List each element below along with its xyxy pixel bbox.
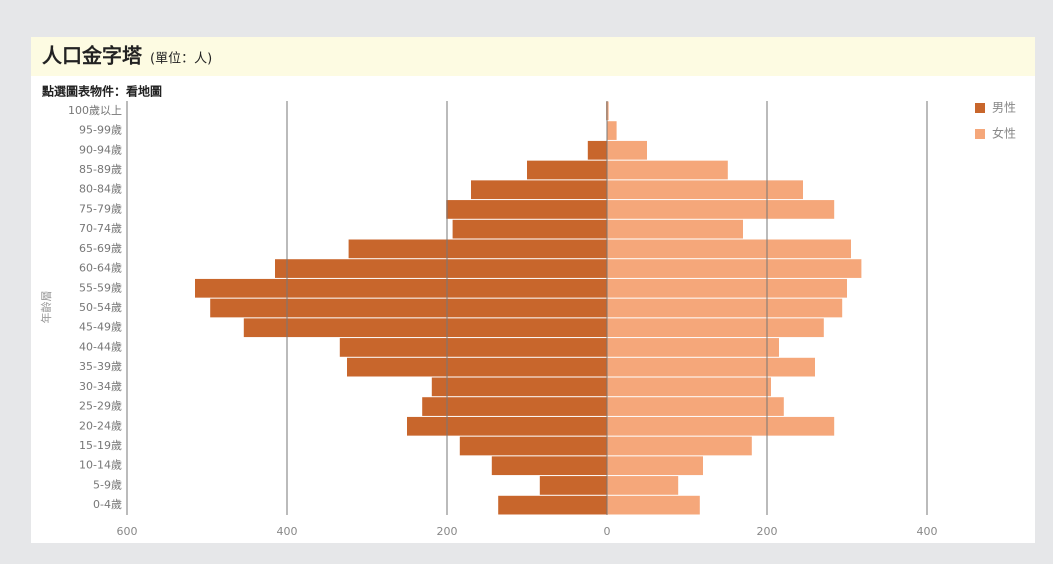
bar[interactable] bbox=[195, 278, 607, 298]
bar[interactable] bbox=[275, 259, 607, 278]
bar[interactable] bbox=[539, 476, 607, 495]
legend-label[interactable]: 男性 bbox=[992, 101, 1016, 115]
bar[interactable] bbox=[459, 436, 607, 456]
bar[interactable] bbox=[607, 200, 835, 219]
bar[interactable] bbox=[607, 338, 779, 357]
y-axis-label: 年齡層 bbox=[39, 291, 53, 324]
x-tick-label: 200 bbox=[757, 525, 778, 538]
y-tick-label: 0-4歲 bbox=[93, 497, 122, 511]
bar[interactable] bbox=[607, 219, 743, 239]
bar[interactable] bbox=[607, 397, 784, 416]
bar[interactable] bbox=[607, 318, 824, 338]
legend-swatch bbox=[975, 103, 985, 113]
y-tick-label: 55-59歲 bbox=[79, 280, 122, 294]
bar[interactable] bbox=[243, 318, 608, 338]
bar[interactable] bbox=[607, 495, 700, 515]
bar[interactable] bbox=[587, 140, 607, 160]
bar[interactable] bbox=[210, 298, 607, 318]
x-tick-label: 600 bbox=[117, 525, 138, 538]
y-tick-label: 50-54歲 bbox=[79, 300, 122, 314]
note: 點選圖表物件：看地圖 bbox=[42, 84, 162, 99]
bar[interactable] bbox=[607, 160, 728, 180]
bar[interactable] bbox=[607, 298, 843, 318]
chart-title: 人口金字塔 bbox=[42, 44, 143, 68]
bar[interactable] bbox=[607, 357, 815, 377]
y-tick-label: 75-79歲 bbox=[79, 201, 122, 215]
y-tick-label: 40-44歲 bbox=[79, 339, 122, 353]
y-tick-label: 10-14歲 bbox=[79, 458, 122, 472]
bar[interactable] bbox=[452, 219, 607, 239]
bar[interactable] bbox=[607, 121, 617, 140]
bar[interactable] bbox=[446, 200, 607, 219]
y-tick-label: 20-24歲 bbox=[79, 418, 122, 432]
bar[interactable] bbox=[607, 239, 851, 259]
bar[interactable] bbox=[607, 180, 803, 200]
bar[interactable] bbox=[347, 357, 607, 377]
bar[interactable] bbox=[407, 416, 607, 436]
bar[interactable] bbox=[607, 456, 703, 476]
y-tick-label: 90-94歲 bbox=[79, 142, 122, 156]
y-tick-label: 60-64歲 bbox=[79, 261, 122, 275]
bar[interactable] bbox=[431, 377, 607, 397]
legend-swatch bbox=[975, 129, 985, 139]
y-tick-label: 85-89歲 bbox=[79, 162, 122, 176]
bar[interactable] bbox=[607, 476, 679, 495]
bar[interactable] bbox=[348, 239, 607, 259]
bar[interactable] bbox=[607, 259, 862, 278]
y-tick-label: 35-39歲 bbox=[79, 359, 122, 373]
y-tick-label: 65-69歲 bbox=[79, 241, 122, 255]
bar[interactable] bbox=[607, 377, 771, 397]
bar[interactable] bbox=[498, 495, 607, 515]
legend-label[interactable]: 女性 bbox=[992, 126, 1016, 141]
x-tick-label: 200 bbox=[437, 525, 458, 538]
y-tick-label: 70-74歲 bbox=[79, 221, 122, 235]
bar[interactable] bbox=[339, 338, 607, 357]
y-tick-label: 95-99歲 bbox=[79, 123, 122, 137]
chart-unit: (單位：人) bbox=[150, 52, 212, 67]
y-tick-label: 80-84歲 bbox=[79, 182, 122, 196]
y-tick-label: 30-34歲 bbox=[79, 379, 122, 393]
x-tick-label: 0 bbox=[604, 525, 611, 538]
bar[interactable] bbox=[607, 436, 752, 456]
y-tick-label: 45-49歲 bbox=[79, 320, 122, 334]
bar[interactable] bbox=[607, 140, 647, 160]
x-tick-label: 400 bbox=[917, 525, 938, 538]
bar[interactable] bbox=[607, 101, 609, 121]
bar[interactable] bbox=[607, 278, 847, 298]
bar[interactable] bbox=[471, 180, 607, 200]
bar[interactable] bbox=[607, 416, 835, 436]
x-tick-label: 400 bbox=[277, 525, 298, 538]
y-tick-label: 100歲以上 bbox=[68, 103, 122, 117]
bar[interactable] bbox=[491, 456, 607, 476]
title-bar bbox=[31, 37, 1035, 76]
y-tick-label: 5-9歲 bbox=[93, 477, 122, 491]
y-tick-label: 15-19歲 bbox=[79, 438, 122, 452]
bar[interactable] bbox=[527, 160, 607, 180]
bar[interactable] bbox=[422, 397, 607, 416]
y-tick-label: 25-29歲 bbox=[79, 399, 122, 413]
